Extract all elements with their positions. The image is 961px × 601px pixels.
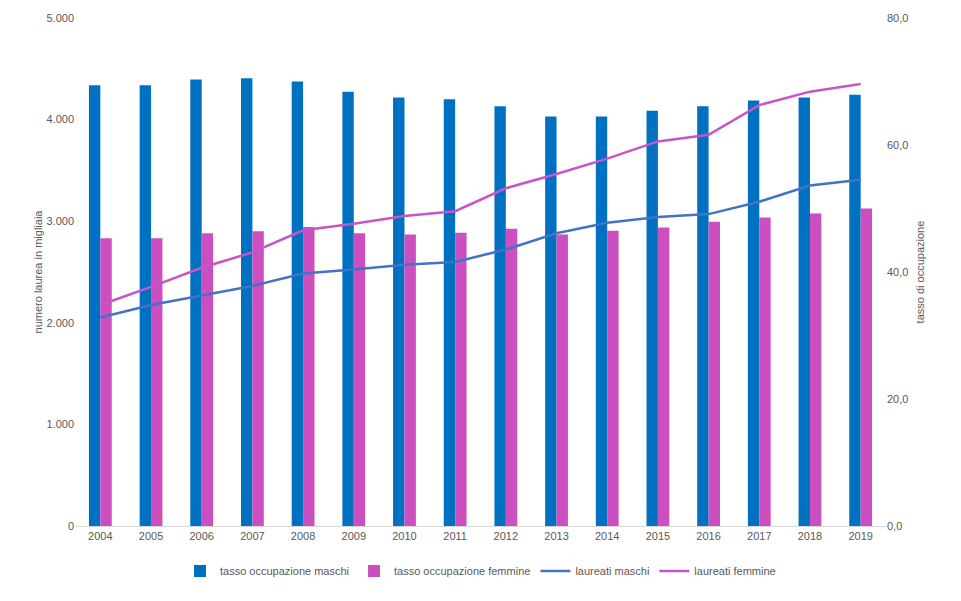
svg-text:2004: 2004 (88, 530, 112, 542)
svg-text:laureati maschi: laureati maschi (575, 565, 649, 577)
svg-text:tasso occupazione femmine: tasso occupazione femmine (394, 565, 530, 577)
svg-text:tasso di occupazione: tasso di occupazione (914, 221, 926, 324)
svg-text:80,0: 80,0 (887, 12, 908, 24)
svg-text:laureati femmine: laureati femmine (694, 565, 775, 577)
svg-text:40,0: 40,0 (887, 266, 908, 278)
svg-text:4.000: 4.000 (46, 113, 74, 125)
svg-text:2013: 2013 (544, 530, 568, 542)
svg-text:2009: 2009 (342, 530, 366, 542)
svg-text:0,0: 0,0 (887, 520, 902, 532)
svg-text:tasso occupazione maschi: tasso occupazione maschi (220, 565, 349, 577)
svg-text:2018: 2018 (798, 530, 822, 542)
svg-text:2012: 2012 (494, 530, 518, 542)
svg-text:20,0: 20,0 (887, 393, 908, 405)
svg-text:2014: 2014 (595, 530, 619, 542)
svg-text:0: 0 (68, 520, 74, 532)
svg-text:3.000: 3.000 (46, 215, 74, 227)
svg-text:2010: 2010 (392, 530, 416, 542)
svg-text:2011: 2011 (443, 530, 467, 542)
svg-text:2017: 2017 (747, 530, 771, 542)
svg-text:2006: 2006 (189, 530, 213, 542)
svg-text:2.000: 2.000 (46, 317, 74, 329)
svg-text:2007: 2007 (240, 530, 264, 542)
svg-text:2015: 2015 (646, 530, 670, 542)
svg-text:numero laurea in migliaia: numero laurea in migliaia (32, 210, 44, 334)
svg-text:60,0: 60,0 (887, 139, 908, 151)
svg-text:2019: 2019 (848, 530, 872, 542)
svg-text:2008: 2008 (291, 530, 315, 542)
svg-text:5.000: 5.000 (46, 12, 74, 24)
svg-text:1.000: 1.000 (46, 418, 74, 430)
svg-text:2016: 2016 (696, 530, 720, 542)
svg-text:2005: 2005 (139, 530, 163, 542)
